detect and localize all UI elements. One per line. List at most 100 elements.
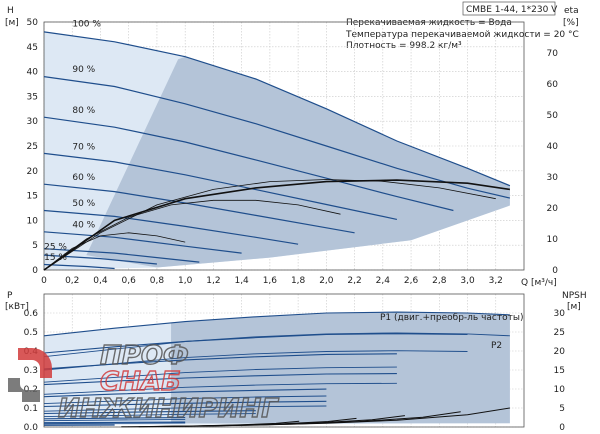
- power-curve: [43, 382, 397, 395]
- power-curve: [43, 311, 510, 337]
- h-operating-area: [86, 56, 510, 268]
- npsh-tick-label: 20: [554, 347, 566, 357]
- eta-axis-unit: [%]: [563, 18, 579, 28]
- h-curve-2: [43, 116, 454, 212]
- h-tick-label: 30: [27, 117, 39, 127]
- percent-label: 90 %: [72, 65, 95, 75]
- p-tick-label: 0.5: [24, 328, 38, 338]
- eta-tick-label: 40: [547, 142, 559, 152]
- q-tick-label: 1,2: [206, 276, 220, 286]
- power-curve: [43, 418, 186, 422]
- p1-label: P1 (двиг.+преобр-ль частоты): [380, 313, 524, 323]
- p-axis-label: P: [7, 291, 13, 301]
- percent-label: 25 %: [44, 243, 67, 253]
- h-axis-label: H: [7, 6, 14, 16]
- percent-label: 70 %: [72, 142, 95, 152]
- power-curve: [43, 417, 186, 420]
- chart-title: CMBE 1-44, 1*230 V: [466, 5, 558, 15]
- npsh-tick-label: 15: [554, 366, 565, 376]
- npsh-tick-label: 5: [559, 404, 565, 414]
- power-curve: [43, 395, 327, 405]
- power-curve: [43, 413, 256, 418]
- npsh-axis-label: NPSH: [562, 291, 587, 301]
- power-curve: [43, 400, 327, 408]
- npsh-tick-label: 25: [554, 328, 565, 338]
- eta-tick-label: 0: [552, 266, 558, 276]
- power-curve: [43, 405, 327, 412]
- h-tick-label: 35: [27, 92, 38, 102]
- q-tick-label: 0,6: [122, 276, 137, 286]
- h-tick-label: 50: [27, 18, 39, 28]
- h-tick-label: 45: [27, 43, 38, 53]
- q-tick-label: 2,2: [347, 276, 361, 286]
- density-note: Плотность = 998.2 кг/м³: [346, 41, 462, 51]
- power-curve: [43, 421, 186, 424]
- q-tick-label: 1,0: [178, 276, 193, 286]
- h-curve-3: [43, 152, 398, 220]
- q-tick-label: 3,0: [460, 276, 475, 286]
- eta-tick-label: 30: [547, 173, 559, 183]
- watermark: ПРОФ СНАБ ИНЖИНИРИНГ: [8, 340, 280, 425]
- eta-curve-2: [43, 199, 341, 271]
- npsh-axis-unit: [м]: [567, 302, 581, 312]
- percent-label: 15 %: [44, 253, 67, 263]
- npsh-tick-label: 30: [554, 309, 566, 319]
- watermark-line-3: ИНЖИНИРИНГ: [58, 394, 279, 424]
- power-curve: [43, 422, 186, 425]
- q-tick-label: 0: [41, 276, 47, 286]
- h-axis-unit: [м]: [5, 18, 19, 28]
- percent-label: 100 %: [72, 19, 101, 29]
- q-tick-label: 3,2: [489, 276, 503, 286]
- p-tick-label: 0.3: [24, 366, 38, 376]
- power-chart: P1 (двиг.+преобр-ль частоты)P20.00.10.20…: [24, 293, 566, 433]
- h-tick-label: 15: [27, 192, 38, 202]
- npsh-curve: [121, 420, 300, 428]
- p-tick-label: 0.6: [24, 309, 39, 319]
- power-curve: [43, 373, 397, 386]
- q-tick-label: 0,2: [65, 276, 79, 286]
- q-tick-label: 2,0: [319, 276, 334, 286]
- power-curve: [43, 332, 510, 358]
- h-curve-4: [43, 183, 355, 234]
- q-axis-label: Q [м³/ч]: [521, 278, 557, 288]
- head-chart: 100 % 90 % 80 % 70 % 60 % 50 % 40 % 25 %15 % 0 5 1…: [27, 18, 559, 286]
- percent-label: 50 %: [72, 199, 95, 209]
- fluid-note: Перекачиваемая жидкость = Вода: [346, 18, 512, 28]
- power-curve: [43, 366, 397, 383]
- power-curve: [43, 333, 468, 354]
- watermark-logo: [8, 348, 52, 402]
- h-curve-1: [43, 76, 511, 199]
- eta-axis-label: eta: [564, 6, 579, 16]
- q-tick-label: 0,8: [150, 276, 165, 286]
- h-tick-label: 0: [32, 266, 38, 276]
- eta-tick-label: 60: [547, 80, 559, 90]
- h-curve-0: [43, 31, 511, 187]
- title-box: CMBE 1-44, 1*230 V: [462, 1, 558, 16]
- h-curve-6: [43, 231, 242, 254]
- watermark-line-2: СНАБ: [100, 367, 181, 397]
- npsh-tick-label: 0: [559, 423, 565, 433]
- q-tick-label: 1,4: [234, 276, 249, 286]
- eta-tick-label: 10: [547, 235, 559, 245]
- h-tick-label: 5: [32, 241, 38, 251]
- eta-tick-label: 70: [547, 49, 559, 59]
- p-tick-label: 0.0: [24, 423, 39, 433]
- eta-curve-1: [43, 179, 496, 271]
- q-tick-label: 1,8: [291, 276, 306, 286]
- p-tick-label: 0.1: [24, 404, 38, 414]
- p-axis-unit: [кВт]: [5, 302, 29, 312]
- q-tick-label: 2,8: [432, 276, 447, 286]
- eta-tick-label: 20: [547, 204, 559, 214]
- npsh-tick-label: 10: [554, 385, 566, 395]
- percent-label: 80 %: [72, 106, 95, 116]
- q-tick-label: 2,6: [404, 276, 419, 286]
- h-curve-7: [43, 248, 200, 263]
- q-tick-label: 1,6: [263, 276, 278, 286]
- h-curve-5: [43, 209, 299, 245]
- h-tick-label: 10: [27, 216, 39, 226]
- percent-label: 40 %: [72, 220, 95, 230]
- h-tick-label: 20: [27, 167, 39, 177]
- q-tick-label: 0,4: [93, 276, 108, 286]
- percent-label: 60 %: [72, 173, 95, 183]
